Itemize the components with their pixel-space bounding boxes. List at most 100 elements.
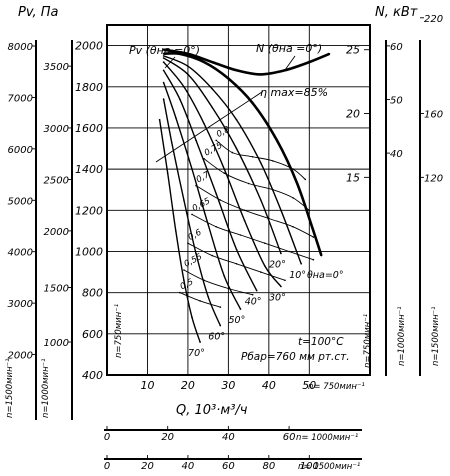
power-leader-line [284,55,296,71]
efficiency-point-13-0 [187,242,189,244]
pressure-point-0-2 [203,61,205,63]
pressure-point-3-5 [264,265,266,267]
scale-1000-bottom-tick-0: 0 [104,432,110,443]
scale-1500-left-tick-1: 7000 [8,93,33,104]
pressure-point-4-2 [195,139,197,142]
y-right-tick-25: 25 [346,44,360,57]
scale-1000-left: 3500 3000 2500 2000 1500 1000 [44,62,72,349]
pressure-point-6-0 [162,98,165,100]
pressure-point-1-6 [300,263,303,265]
scale-1000-right-tick-2: 40 [390,149,403,160]
scale-1000-left-tick-4: 1500 [44,284,69,295]
efficiency-point-12-5 [312,258,315,261]
pressure-curve-50-5 [162,82,242,310]
pressure-point-1-5 [280,209,282,212]
scale-1500-left: 8000 7000 6000 5000 4000 3000 2000 [8,42,36,362]
scale-1500-right-tick-1: 160 [424,110,443,121]
efficiency-curve-0-5-15 [179,292,221,308]
scale-1500-bottom-tick-4: 80 [262,461,275,472]
efficiency-point-14-1 [203,279,205,282]
efficiency-curve-0-8-9 [215,139,306,180]
efficiency-point-9-4 [292,168,294,170]
angle-label-0: 10° [289,270,306,281]
pressure-point-0-7 [312,230,315,232]
pressure-point-4-4 [235,248,238,251]
efficiency-curve-0-65-12 [191,214,314,261]
scale-1500-bottom-tick-2: 40 [182,461,195,472]
pressure-point-7-0 [158,118,161,121]
power-point-8-1 [187,53,189,55]
angle-zero-label: θна=0° [307,270,344,281]
scale-1500-bottom-tick-0: 0 [104,461,110,472]
scale-1500-left-tick-0: 8000 [8,42,33,53]
efficiency-point-9-3 [272,160,274,162]
pressure-point-4-0 [162,69,165,72]
y-left-tick-1800: 1800 [75,81,103,94]
pressure-point-5-0 [162,81,165,84]
pressure-point-6-4 [207,296,209,298]
scale-1500-right-tick-2: 120 [424,173,443,184]
pressure-point-5-4 [223,275,226,278]
efficiency-point-12-2 [239,234,242,236]
pv-leader-line [164,56,176,69]
pressure-point-6-2 [183,199,185,201]
angle-label-6: 70° [188,348,205,359]
efficiency-point-11-3 [268,217,270,220]
y-axis-right-rpm-note: n=750мин⁻¹ [363,314,373,368]
y-left-tick-600: 600 [82,328,103,341]
pressure-point-2-1 [187,73,189,76]
scale-1000-bottom-tick-3: 60 [283,432,296,443]
scale-1000-bottom-note: n= 1000мин⁻¹ [296,433,358,443]
pressure-curve-60-6 [162,98,221,326]
x-axis-title: Q, 10³·м³/ч [176,403,248,418]
scale-1000-left-tick-1: 3000 [44,124,69,135]
pressure-point-0-4 [251,102,254,104]
pressure-point-4-3 [215,193,217,195]
pressure-point-7-3 [183,279,185,282]
scale-1500-right-tick-0: 220 [424,14,443,25]
pressure-curve-20-2 [163,57,282,254]
efficiency-point-10-3 [272,188,274,191]
efficiency-point-15-2 [219,306,222,308]
efficiency-point-12-4 [288,250,290,253]
scale-1000-bottom-tick-1: 20 [161,432,174,443]
efficiency-point-15-1 [199,300,201,302]
y-right-tick-15: 15 [346,171,360,184]
y-axis-right-ticks: 15 20 25 [346,44,370,184]
scale-1500-bottom-tick-5: 100 [300,461,319,472]
efficiency-point-11-5 [312,236,315,238]
efficiency-point-10-1 [223,172,226,174]
efficiency-point-13-1 [211,254,213,257]
efficiency-point-12-1 [215,226,217,228]
scale-1000-right-tick-0: 60 [390,42,403,53]
scale-1000-left-tick-5: 1000 [44,338,69,349]
power-point-8-7 [328,53,331,55]
power-point-8-4 [260,73,262,76]
scale-1000-right: 60 50 40 [386,42,403,160]
x-tick-30: 30 [221,379,235,392]
eta-label-2: 0,7 [195,170,212,185]
pressure-point-6-3 [195,252,197,255]
pressure-point-1-4 [260,162,262,164]
scale-1500-left-tick-6: 2000 [8,351,33,362]
pressure-point-4-1 [179,98,181,100]
y-axis-right-title: N, кВт [375,5,418,20]
pressure-point-0-3 [227,77,230,80]
x-tick-40: 40 [262,379,276,392]
pressure-point-0-5 [276,139,278,142]
curves-layer [155,48,331,343]
y-axis-left-rpm-note: n=750мин⁻¹ [114,304,124,358]
scale-1000-right-tick-1: 50 [390,95,403,106]
scale-1000-left-tick-3: 2000 [44,227,69,238]
efficiency-point-10-2 [247,182,250,185]
pressure-point-4-5 [255,289,258,292]
y-right-tick-20: 20 [346,108,360,121]
pressure-point-1-0 [162,55,165,57]
power-curve-label: N (θна =0°) [256,42,322,55]
y-left-tick-1600: 1600 [75,122,103,135]
y-left-tick-1000: 1000 [75,245,103,258]
efficiency-point-11-0 [195,184,197,187]
pressure-point-2-0 [162,57,165,59]
efficiency-point-9-0 [215,139,217,142]
